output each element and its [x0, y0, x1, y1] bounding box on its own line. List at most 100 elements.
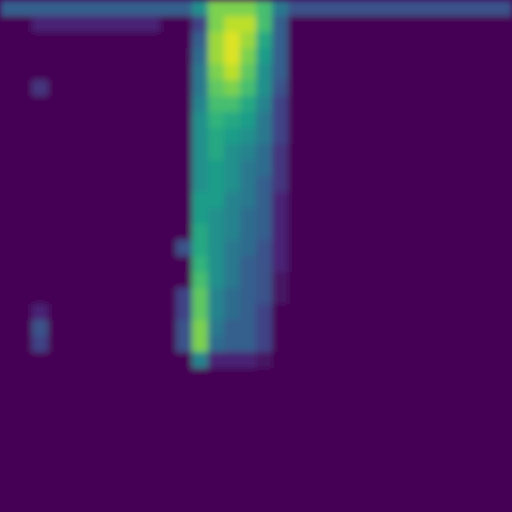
- cell: [480, 32, 497, 49]
- cell: [480, 304, 497, 321]
- cell: [288, 32, 305, 49]
- cell: [480, 96, 497, 113]
- cell: [48, 368, 65, 385]
- cell: [144, 336, 161, 353]
- cell: [448, 240, 465, 257]
- cell: [0, 96, 17, 113]
- cell: [256, 464, 273, 481]
- cell: [16, 256, 33, 273]
- cell: [224, 0, 241, 17]
- cell: [0, 384, 17, 401]
- cell: [176, 496, 193, 512]
- cell: [384, 448, 401, 465]
- cell: [176, 336, 193, 353]
- cell: [400, 48, 417, 65]
- cell: [160, 464, 177, 481]
- cell: [288, 192, 305, 209]
- cell: [64, 80, 81, 97]
- cell: [256, 416, 273, 433]
- cell: [384, 464, 401, 481]
- cell: [432, 432, 449, 449]
- cell: [416, 416, 433, 433]
- cell: [304, 368, 321, 385]
- cell: [64, 208, 81, 225]
- cell: [240, 64, 257, 81]
- cell: [192, 192, 209, 209]
- cell: [160, 448, 177, 465]
- cell: [32, 0, 49, 17]
- cell: [96, 384, 113, 401]
- cell: [320, 208, 337, 225]
- cell: [144, 192, 161, 209]
- cell: [304, 224, 321, 241]
- cell: [208, 192, 225, 209]
- cell: [416, 448, 433, 465]
- cell: [16, 240, 33, 257]
- cell: [48, 176, 65, 193]
- cell: [192, 176, 209, 193]
- cell: [432, 400, 449, 417]
- cell: [64, 0, 81, 17]
- cell: [368, 96, 385, 113]
- cell: [288, 400, 305, 417]
- cell: [304, 48, 321, 65]
- cell: [192, 0, 209, 17]
- cell: [464, 464, 481, 481]
- cell: [80, 16, 97, 33]
- cell: [304, 384, 321, 401]
- cell: [368, 192, 385, 209]
- cell: [416, 96, 433, 113]
- cell: [272, 432, 289, 449]
- cell: [336, 208, 353, 225]
- cell: [144, 384, 161, 401]
- cell: [192, 336, 209, 353]
- cell: [496, 336, 512, 353]
- cell: [272, 0, 289, 17]
- cell: [16, 288, 33, 305]
- cell: [352, 496, 369, 512]
- cell: [272, 96, 289, 113]
- cell: [112, 496, 129, 512]
- cell: [240, 32, 257, 49]
- cell: [112, 320, 129, 337]
- cell: [32, 96, 49, 113]
- cell: [64, 160, 81, 177]
- cell: [64, 368, 81, 385]
- cell: [320, 400, 337, 417]
- cell: [80, 304, 97, 321]
- cell: [16, 448, 33, 465]
- cell: [80, 224, 97, 241]
- cell: [448, 48, 465, 65]
- cell: [480, 336, 497, 353]
- cell: [464, 176, 481, 193]
- cell: [224, 96, 241, 113]
- cell: [48, 112, 65, 129]
- cell: [48, 64, 65, 81]
- cell: [256, 144, 273, 161]
- cell: [432, 496, 449, 512]
- cell: [128, 368, 145, 385]
- cell: [176, 224, 193, 241]
- cell: [336, 368, 353, 385]
- cell: [368, 160, 385, 177]
- cell: [496, 464, 512, 481]
- cell: [480, 144, 497, 161]
- cell: [496, 32, 512, 49]
- cell: [240, 416, 257, 433]
- cell: [112, 272, 129, 289]
- cell: [192, 96, 209, 113]
- cell: [32, 448, 49, 465]
- cell: [32, 416, 49, 433]
- cell: [432, 160, 449, 177]
- cell: [384, 272, 401, 289]
- background: [0, 0, 512, 512]
- cell: [320, 448, 337, 465]
- cell: [368, 48, 385, 65]
- cell: [0, 288, 17, 305]
- cell: [320, 320, 337, 337]
- cell: [384, 208, 401, 225]
- cell: [464, 304, 481, 321]
- cell: [80, 320, 97, 337]
- cell: [64, 448, 81, 465]
- cell: [272, 336, 289, 353]
